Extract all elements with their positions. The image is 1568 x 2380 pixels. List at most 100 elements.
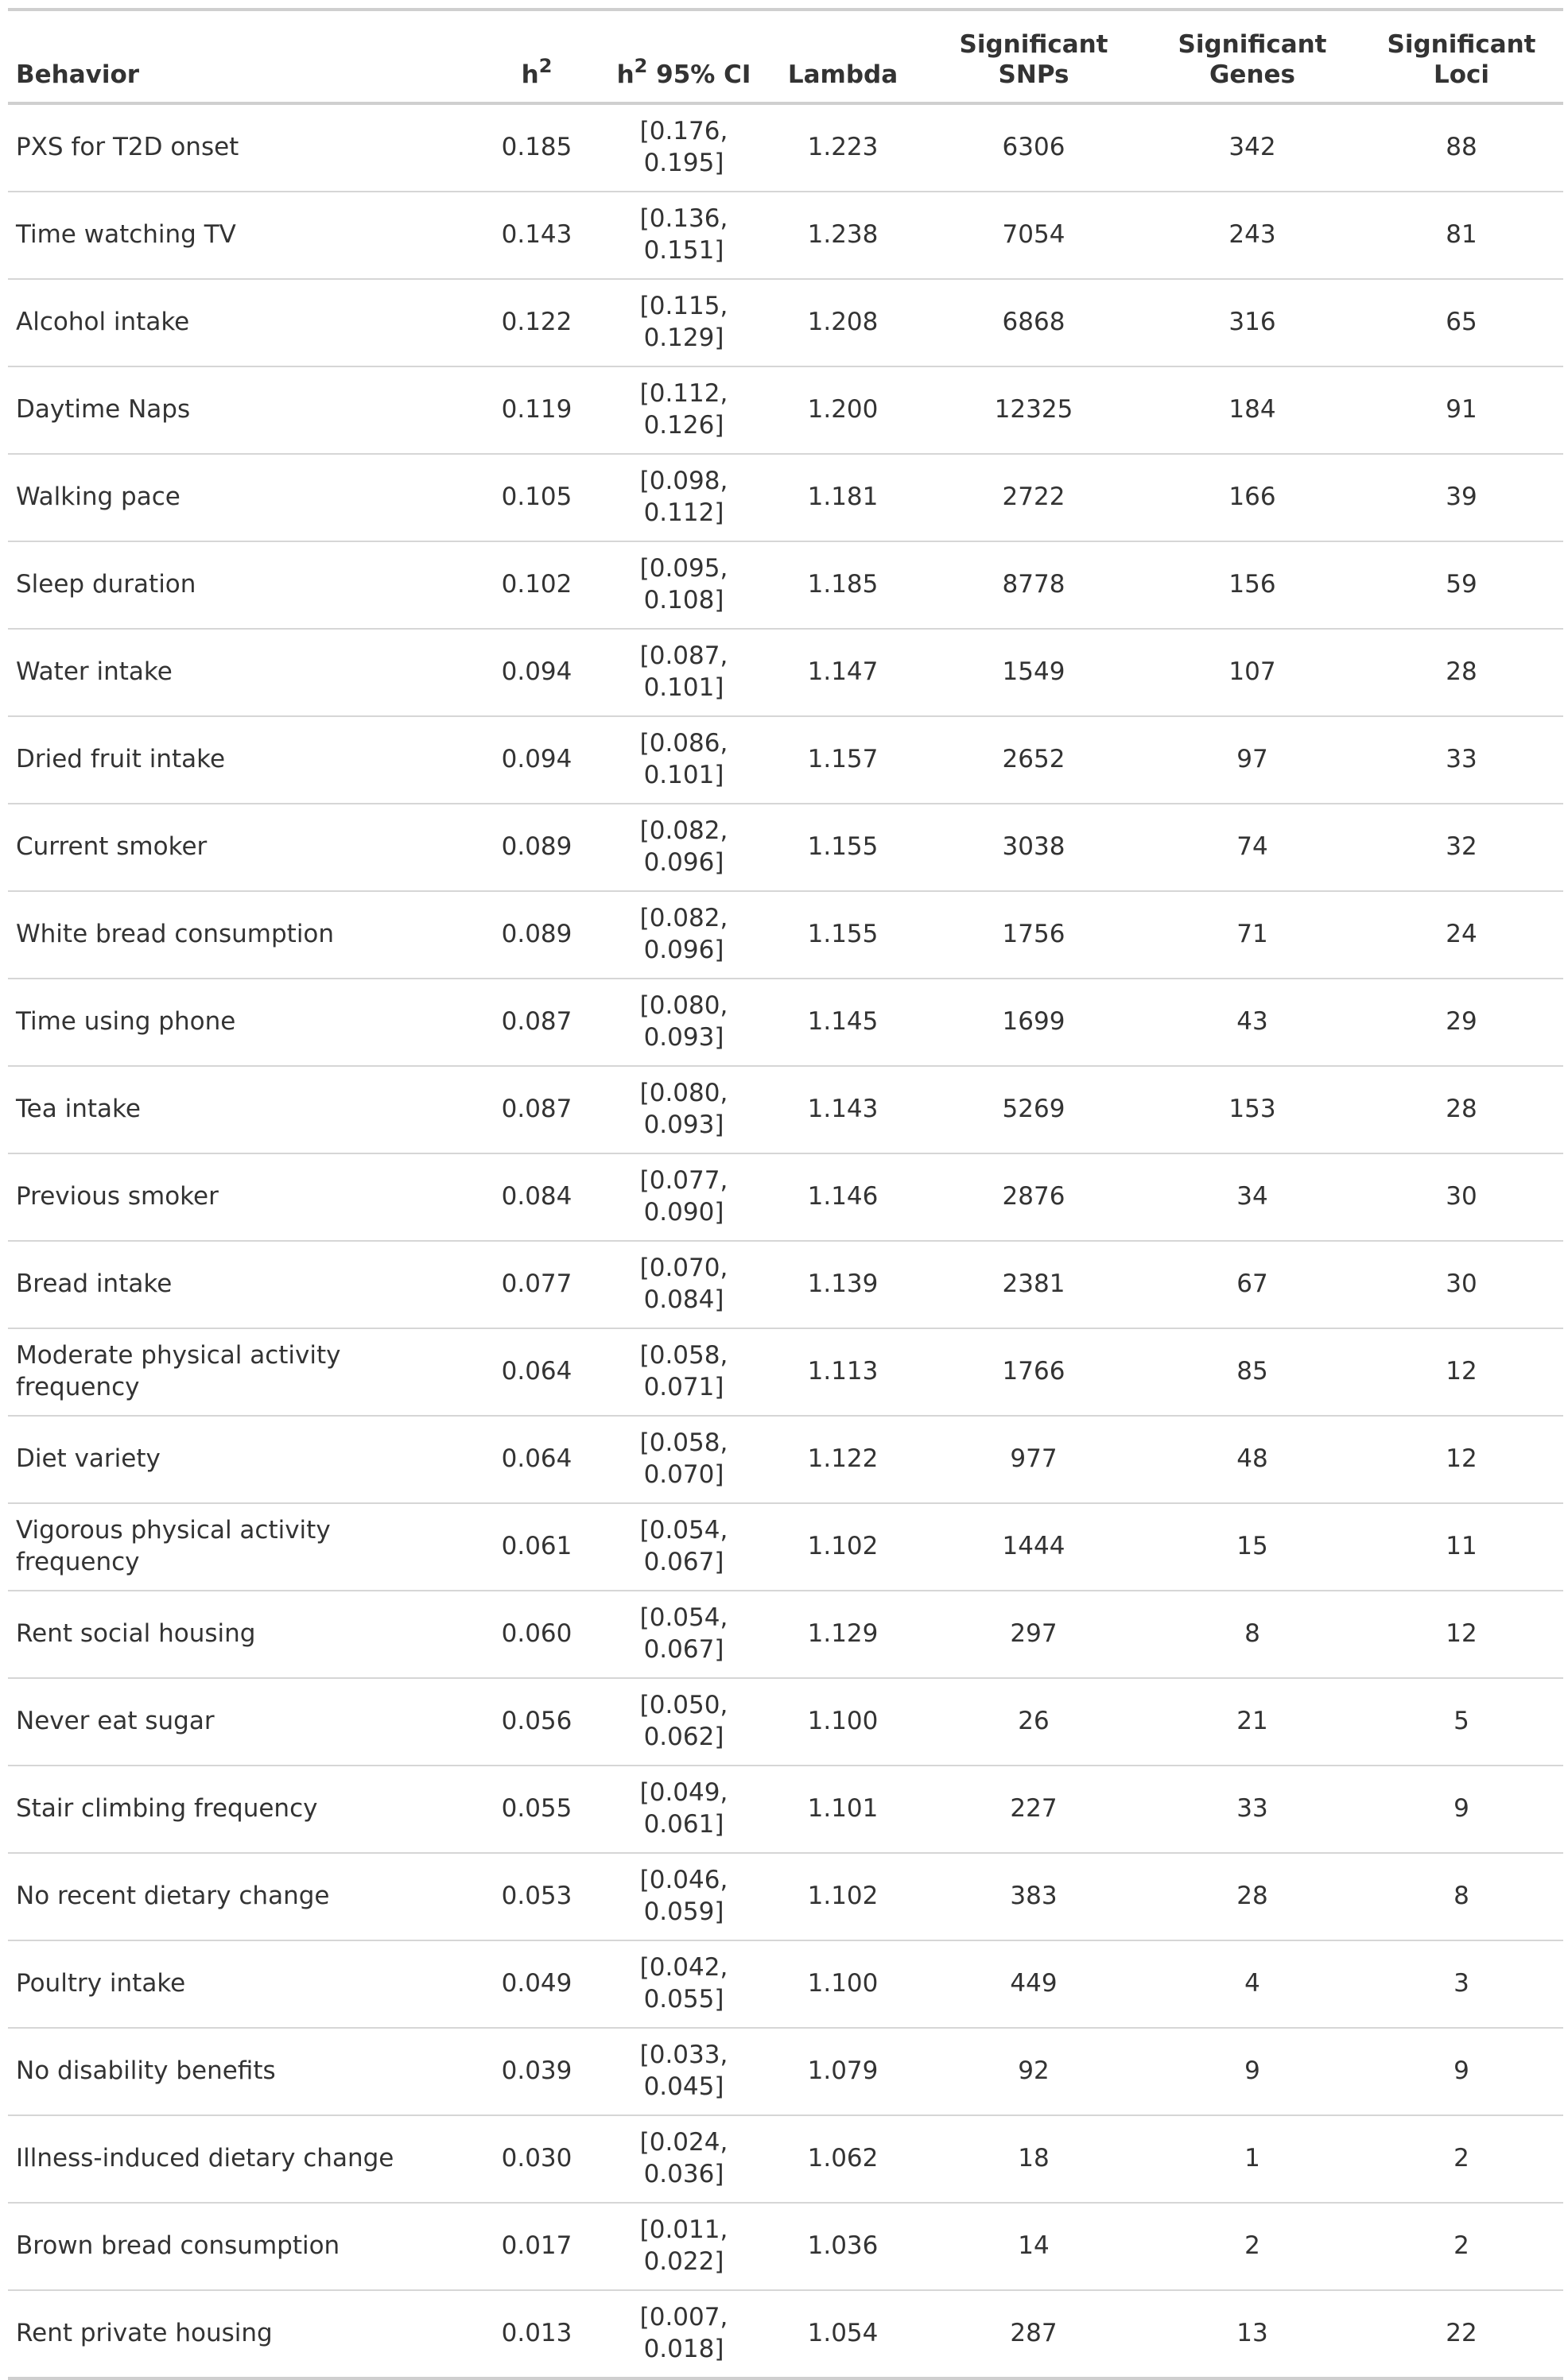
results-table: Behavior h2 h2 95% CI Lambda Significant… (8, 8, 1563, 2380)
behavior-cell: Rent private housing (16, 2319, 273, 2348)
significant-genes-cell: 71 (1145, 891, 1360, 979)
table-row: Walking pace 0.105 [0.098, 0.112] 1.181 2722 1… (8, 454, 1563, 542)
significant-snps-cell: 977 (922, 1416, 1145, 1504)
significant-loci-cell: 33 (1360, 716, 1563, 804)
significant-snps-cell: 18 (922, 2115, 1145, 2204)
table-row: Time watching TV 0.143 [0.136, 0.151] 1.238 7… (8, 192, 1563, 280)
lambda-cell: 1.062 (763, 2115, 922, 2204)
header-h2: h2 (469, 10, 604, 105)
significant-loci-cell: 5 (1360, 1678, 1563, 1766)
ci-lower: [0.033, (639, 2041, 728, 2070)
h2-ci-cell: [0.115, 0.129] (604, 279, 763, 367)
ci-lower: [0.176, (639, 117, 728, 146)
h2-ci-cell: [0.080, 0.093] (604, 1066, 763, 1154)
ci-upper: 0.112] (643, 498, 724, 527)
significant-loci-cell: 3 (1360, 1940, 1563, 2029)
significant-genes-cell: 21 (1145, 1678, 1360, 1766)
significant-loci-cell: 30 (1360, 1241, 1563, 1329)
ci-lower: [0.077, (639, 1166, 728, 1196)
behavior-cell: Tea intake (8, 1066, 469, 1154)
significant-genes-cell: 107 (1145, 629, 1360, 717)
significant-genes-cell: 33 (1145, 1766, 1360, 1854)
significant-genes-cell: 4 (1145, 1940, 1360, 2029)
header-genes-line2: Genes (1209, 60, 1295, 90)
significant-snps-cell: 287 (1010, 2319, 1058, 2348)
behavior-cell: Dried fruit intake (8, 716, 469, 804)
significant-snps-cell: 1756 (922, 891, 1145, 979)
significant-genes-cell: 342 (1145, 103, 1360, 192)
behavior-cell: Stair climbing frequency (8, 1766, 469, 1854)
significant-snps-cell: 383 (922, 1853, 1145, 1941)
significant-genes-cell: 28 (1145, 1853, 1360, 1941)
ci-upper: 0.195] (643, 149, 724, 177)
ci-lower: [0.080, (639, 1079, 728, 1108)
ci-lower: [0.082, (639, 816, 728, 846)
h2-ci-cell: [0.080, 0.093] (604, 979, 763, 1067)
significant-genes-cell: 34 (1145, 1153, 1360, 1242)
significant-snps-cell: 6306 (922, 103, 1145, 192)
h2-ci-cell: [0.087, 0.101] (604, 629, 763, 717)
lambda-cell: 1.100 (763, 1678, 922, 1766)
table-row: Alcohol intake 0.122 [0.115, 0.129] 1.208 686… (8, 279, 1563, 367)
significant-loci-cell: 28 (1360, 1066, 1563, 1154)
header-loci-line1: Significant (1387, 29, 1536, 59)
significant-snps-cell: 449 (922, 1940, 1145, 2029)
ci-lower: [0.082, (639, 904, 728, 933)
ci-upper: 0.084] (643, 1285, 724, 1314)
behavior-cell: Walking pace (8, 454, 469, 542)
ci-lower: [0.115, (639, 292, 728, 321)
behavior-cell: Poultry intake (8, 1940, 469, 2029)
header-significant-snps: Significant SNPs (922, 10, 1145, 105)
significant-genes-cell: 85 (1145, 1328, 1360, 1417)
significant-loci-cell: 91 (1360, 366, 1563, 455)
table-row: Never eat sugar 0.056 [0.050, 0.062] 1.100 26… (8, 1678, 1563, 1766)
table-header: Behavior h2 h2 95% CI Lambda Significant… (8, 10, 1563, 105)
h2-cell: 0.185 (469, 103, 604, 192)
significant-genes-cell: 13 (1236, 2319, 1268, 2348)
lambda-cell: 1.143 (763, 1066, 922, 1154)
ci-upper: 0.061] (643, 1810, 724, 1839)
significant-loci-cell: 59 (1360, 541, 1563, 630)
table-row: Rent private housing 0.013 [0.007, 0.018] 1.… (8, 2290, 1563, 2378)
h2-ci-cell: [0.033, 0.045] (604, 2028, 763, 2116)
significant-snps-cell: 3038 (922, 804, 1145, 892)
table-row: Poultry intake 0.049 [0.042, 0.055] 1.100 449… (8, 1940, 1563, 2029)
header-significant-genes: Significant Genes (1145, 10, 1360, 105)
lambda-cell: 1.139 (763, 1241, 922, 1329)
behavior-cell: Brown bread consumption (8, 2203, 469, 2291)
ci-upper: 0.151] (643, 236, 724, 265)
ci-upper: 0.093] (643, 1023, 724, 1052)
significant-genes-cell: 43 (1145, 979, 1360, 1067)
significant-genes-cell: 48 (1145, 1416, 1360, 1504)
significant-snps-cell: 2876 (922, 1153, 1145, 1242)
table-row: Sleep duration 0.102 [0.095, 0.108] 1.185 877… (8, 541, 1563, 630)
lambda-cell: 1.100 (763, 1940, 922, 2029)
h2-cell: 0.061 (469, 1503, 604, 1591)
behavior-cell: Sleep duration (8, 541, 469, 630)
behavior-cell: Illness-induced dietary change (8, 2115, 469, 2204)
significant-loci-cell: 32 (1360, 804, 1563, 892)
table-row: No disability benefits 0.039 [0.033, 0.045]… (8, 2028, 1563, 2116)
header-h2-sup: 2 (538, 54, 553, 77)
ci-upper: 0.067] (643, 1548, 724, 1576)
significant-loci-cell: 29 (1360, 979, 1563, 1067)
lambda-cell: 1.208 (763, 279, 922, 367)
significant-snps-cell: 1699 (922, 979, 1145, 1067)
h2-ci-cell: [0.011, 0.022] (604, 2203, 763, 2291)
header-snps-line2: SNPs (998, 60, 1069, 90)
h2-cell: 0.089 (469, 891, 604, 979)
significant-snps-cell: 2722 (922, 454, 1145, 542)
h2-cell: 0.102 (469, 541, 604, 630)
significant-loci-cell: 8 (1360, 1853, 1563, 1941)
lambda-cell: 1.079 (763, 2028, 922, 2116)
table-row: Previous smoker 0.084 [0.077, 0.090] 1.146 28… (8, 1153, 1563, 1242)
significant-snps-cell: 2381 (922, 1241, 1145, 1329)
header-ci-base: h (616, 60, 635, 90)
table-row: Moderate physical activity frequency 0.06… (8, 1328, 1563, 1417)
header-lambda: Lambda (763, 10, 922, 105)
h2-ci-cell: [0.058, 0.070] (604, 1416, 763, 1504)
table-row: No recent dietary change 0.053 [0.046, 0.05… (8, 1853, 1563, 1941)
h2-ci-cell: [0.176, 0.195] (604, 103, 763, 192)
significant-loci-cell: 30 (1360, 1153, 1563, 1242)
h2-cell: 0.060 (469, 1591, 604, 1679)
